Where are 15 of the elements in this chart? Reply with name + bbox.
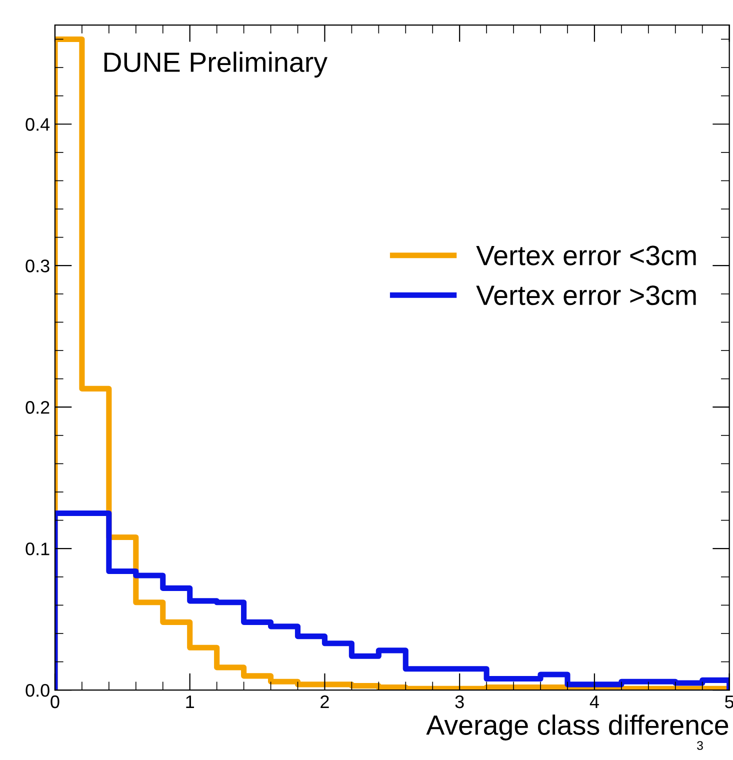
x-tick-label: 0 (50, 695, 60, 708)
y-tick-label: 0.2 (26, 401, 50, 414)
legend-label: Vertex error <3cm (476, 246, 696, 266)
x-tick-label: 2 (320, 695, 329, 708)
annotation: DUNE Preliminary (104, 52, 328, 78)
x-tick-label: 1 (186, 696, 194, 708)
x-tick-label: 4 (590, 696, 599, 708)
legend-label: Vertex error >3cm (476, 285, 696, 306)
text: 3 (697, 741, 703, 750)
y-tick-label: 0.1 (26, 542, 50, 556)
y-tick-label: 0.3 (26, 260, 50, 272)
y-tick-label: 0.0 (26, 684, 50, 697)
x-tick-label: 3 (455, 695, 464, 708)
x-axis-title: Average class difference (426, 714, 728, 740)
y-tick-label: 0.4 (26, 118, 50, 131)
